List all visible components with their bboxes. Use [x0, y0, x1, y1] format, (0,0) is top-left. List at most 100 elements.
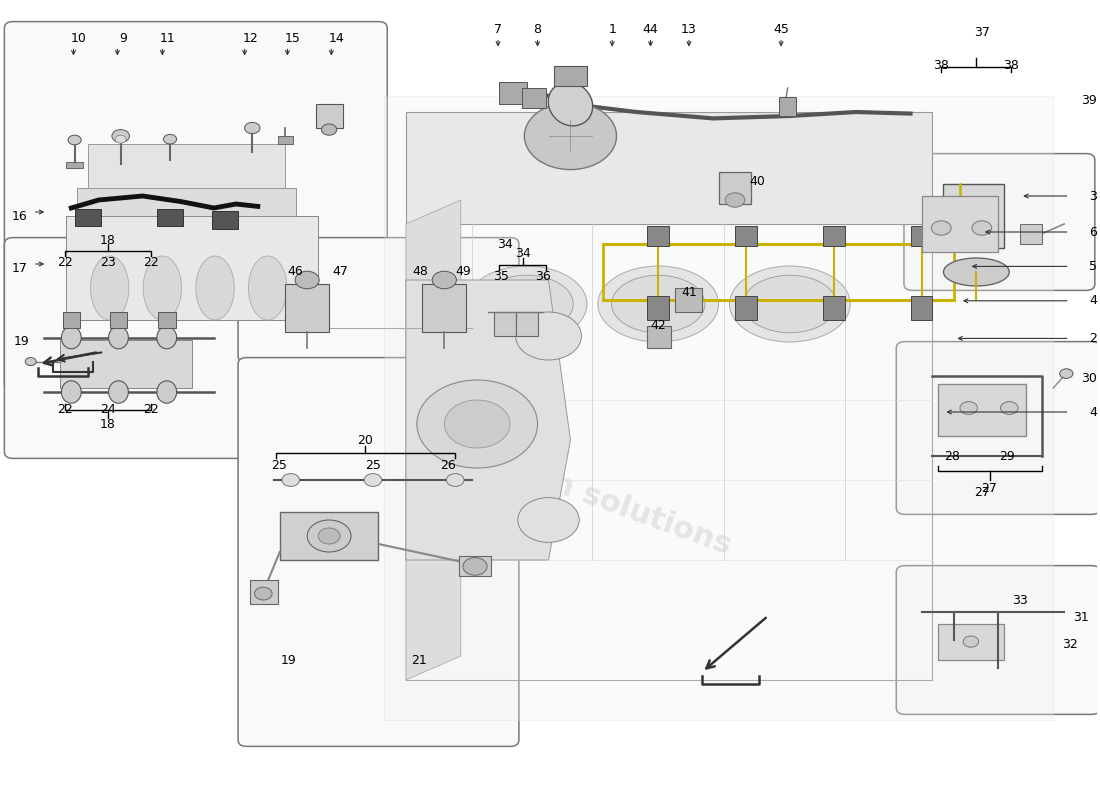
- Ellipse shape: [598, 266, 718, 342]
- Text: 33: 33: [1012, 594, 1028, 606]
- Ellipse shape: [432, 271, 456, 289]
- Bar: [60, 340, 192, 388]
- Ellipse shape: [295, 271, 319, 289]
- Text: 48: 48: [412, 265, 428, 278]
- Text: 5: 5: [1089, 260, 1098, 273]
- Text: 27: 27: [981, 482, 998, 494]
- Bar: [250, 580, 277, 604]
- Text: 36: 36: [536, 270, 551, 282]
- Ellipse shape: [960, 402, 978, 414]
- Text: 23: 23: [100, 256, 116, 269]
- Text: 37: 37: [974, 26, 990, 38]
- FancyBboxPatch shape: [896, 566, 1100, 714]
- Circle shape: [525, 102, 616, 170]
- Bar: [66, 162, 84, 168]
- Ellipse shape: [972, 221, 992, 235]
- Bar: [1020, 224, 1042, 244]
- Ellipse shape: [1059, 369, 1072, 378]
- Ellipse shape: [318, 528, 340, 544]
- Bar: [735, 226, 757, 246]
- Circle shape: [417, 380, 538, 468]
- Bar: [779, 97, 796, 116]
- FancyBboxPatch shape: [4, 22, 387, 390]
- Text: 47: 47: [332, 265, 348, 278]
- Text: 31: 31: [1072, 611, 1089, 624]
- Bar: [522, 88, 547, 108]
- Bar: [75, 209, 101, 226]
- Text: 15: 15: [285, 32, 300, 45]
- Text: 34: 34: [516, 247, 531, 260]
- Text: 22: 22: [143, 256, 160, 269]
- Ellipse shape: [307, 520, 351, 552]
- Ellipse shape: [548, 82, 593, 126]
- Ellipse shape: [62, 326, 81, 349]
- Ellipse shape: [447, 474, 464, 486]
- Bar: [88, 144, 285, 188]
- Text: 34: 34: [497, 238, 513, 251]
- Text: 45: 45: [773, 23, 789, 36]
- Bar: [66, 216, 318, 320]
- Text: 21: 21: [411, 654, 427, 666]
- Ellipse shape: [364, 474, 382, 486]
- Ellipse shape: [480, 275, 573, 333]
- Text: 29: 29: [999, 450, 1015, 462]
- Ellipse shape: [112, 130, 130, 142]
- Bar: [516, 312, 538, 336]
- Text: 3: 3: [1089, 190, 1097, 202]
- Text: 46: 46: [287, 265, 303, 278]
- Ellipse shape: [282, 474, 299, 486]
- Ellipse shape: [62, 381, 81, 403]
- Ellipse shape: [157, 381, 177, 403]
- Bar: [277, 136, 293, 144]
- Circle shape: [518, 498, 580, 542]
- FancyBboxPatch shape: [238, 358, 519, 746]
- Bar: [674, 288, 702, 312]
- Ellipse shape: [68, 135, 81, 145]
- Text: 7: 7: [494, 23, 502, 36]
- Ellipse shape: [1001, 402, 1019, 414]
- Text: 13: 13: [681, 23, 696, 36]
- Text: 9: 9: [119, 32, 126, 45]
- Ellipse shape: [944, 258, 1010, 286]
- Circle shape: [516, 312, 582, 360]
- Text: 16: 16: [12, 210, 28, 222]
- Text: 24: 24: [100, 403, 116, 416]
- Text: 19: 19: [14, 335, 30, 348]
- Text: 25: 25: [271, 459, 287, 472]
- Text: 1: 1: [608, 23, 616, 36]
- Ellipse shape: [932, 221, 952, 235]
- Text: 18: 18: [100, 234, 116, 246]
- Text: 8: 8: [534, 23, 541, 36]
- Bar: [647, 226, 669, 246]
- Bar: [77, 188, 296, 216]
- Ellipse shape: [143, 256, 182, 320]
- Bar: [316, 104, 343, 128]
- Ellipse shape: [254, 587, 272, 600]
- Ellipse shape: [612, 275, 705, 333]
- Text: 22: 22: [57, 403, 73, 416]
- Bar: [938, 384, 1025, 436]
- Ellipse shape: [164, 134, 177, 144]
- Ellipse shape: [244, 122, 260, 134]
- Text: 17: 17: [12, 262, 28, 274]
- Polygon shape: [406, 280, 571, 560]
- Ellipse shape: [196, 256, 234, 320]
- Ellipse shape: [463, 558, 487, 575]
- Text: 27: 27: [974, 486, 990, 498]
- Bar: [110, 312, 128, 328]
- Text: 11: 11: [160, 32, 176, 45]
- Text: 6: 6: [1089, 226, 1097, 238]
- Text: 19: 19: [280, 654, 296, 666]
- Text: 38: 38: [933, 59, 949, 72]
- Text: 26: 26: [440, 459, 455, 472]
- Ellipse shape: [25, 358, 36, 366]
- FancyBboxPatch shape: [4, 238, 244, 458]
- Ellipse shape: [729, 266, 850, 342]
- Ellipse shape: [109, 326, 129, 349]
- Ellipse shape: [249, 256, 287, 320]
- Text: 22: 22: [143, 403, 160, 416]
- FancyBboxPatch shape: [896, 342, 1100, 514]
- Text: 42: 42: [650, 319, 667, 332]
- Bar: [718, 172, 751, 204]
- Polygon shape: [406, 200, 461, 680]
